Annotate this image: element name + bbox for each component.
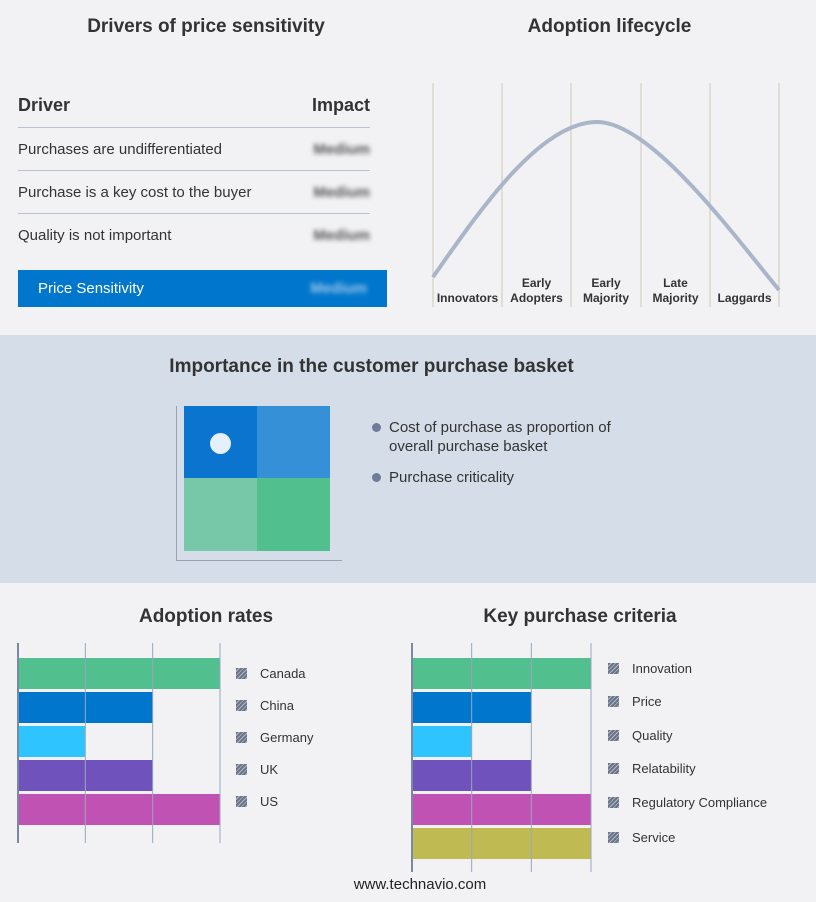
- legend-swatch-icon: [608, 763, 619, 774]
- legend-label: UK: [260, 762, 279, 777]
- driver-row: Purchase is a key cost to the buyer Mediu…: [18, 171, 370, 214]
- price-sensitivity-summary: Price Sensitivity Medium: [18, 270, 387, 307]
- legend-item: Cost of purchase as proportion of overal…: [389, 419, 611, 455]
- stage-label-line: Early: [521, 276, 552, 290]
- driver-impact: Medium: [313, 227, 370, 244]
- legend-label: Innovation: [632, 661, 692, 676]
- stage-label: Early Majority: [571, 276, 641, 306]
- col-impact: Impact: [311, 95, 370, 115]
- quadrant-tr: [257, 406, 330, 478]
- legend-label: Service: [632, 830, 676, 845]
- legend-item: China: [236, 698, 294, 713]
- bullet-icon: [372, 473, 381, 482]
- legend-swatch-icon: [236, 732, 247, 743]
- quadrant-br: [257, 478, 330, 551]
- stage-label-line: Early: [591, 276, 621, 290]
- bar-canada: [18, 658, 220, 689]
- basket-legend: Cost of purchase as proportion of overal…: [372, 418, 642, 487]
- legend-item: Canada: [236, 666, 306, 681]
- quadrant-bl: [184, 478, 257, 551]
- position-marker: [210, 433, 231, 454]
- drivers-header: Driver Impact: [18, 84, 370, 128]
- legend-label: Canada: [260, 666, 306, 681]
- legend-label: Price: [632, 694, 662, 709]
- adoption-rates-title: Adoption rates: [138, 606, 274, 627]
- legend-item: Purchase criticality: [389, 469, 515, 486]
- legend-item: Germany: [236, 730, 313, 745]
- legend-swatch-icon: [236, 796, 247, 807]
- legend-label: US: [260, 794, 279, 809]
- stage-label-line: Innovators: [436, 291, 499, 305]
- legend-label: Relatability: [632, 761, 696, 776]
- bar-us: [18, 794, 220, 825]
- stage-label-line: Majority: [582, 291, 629, 305]
- stage-label: Laggards: [710, 291, 779, 306]
- legend-item: Service: [608, 830, 675, 845]
- basket-section: [0, 335, 816, 583]
- bullet-icon: [372, 423, 381, 432]
- legend-item: UK: [236, 762, 278, 777]
- bar-service: [412, 828, 591, 859]
- bar-regulatory-compliance: [412, 794, 591, 825]
- driver-impact: Medium: [313, 183, 370, 201]
- legend-swatch-icon: [608, 797, 619, 808]
- legend-swatch-icon: [608, 696, 619, 707]
- summary-label: Price Sensitivity: [38, 280, 144, 297]
- lifecycle-title: Adoption lifecycle: [527, 16, 692, 37]
- legend-item: Quality: [608, 728, 672, 743]
- stage-label: Early Adopters: [502, 276, 571, 306]
- legend-swatch-icon: [608, 730, 619, 741]
- legend-swatch-icon: [236, 700, 247, 711]
- driver-row: Purchases are undifferentiated Medium: [18, 128, 370, 171]
- stage-label: Late Majority: [641, 276, 710, 306]
- legend-label: Quality: [632, 728, 673, 743]
- legend-item: Regulatory Compliance: [608, 795, 767, 810]
- stage-label-line: Adopters: [510, 291, 563, 305]
- legend-item: US: [236, 794, 278, 809]
- legend-item: Innovation: [608, 661, 692, 676]
- driver-name: Quality is not important: [18, 227, 172, 244]
- driver-name: Purchase is a key cost to the buyer: [18, 183, 252, 201]
- legend-swatch-icon: [608, 832, 619, 843]
- col-driver: Driver: [18, 95, 71, 115]
- footer-url: www.technavio.com: [353, 876, 487, 893]
- legend-item: Relatability: [608, 761, 696, 776]
- driver-impact: Medium: [313, 140, 370, 158]
- stage-label-line: Laggards: [717, 291, 772, 305]
- basket-title: Importance in the customer purchase bask…: [169, 356, 574, 377]
- legend-swatch-icon: [236, 764, 247, 775]
- stage-label-line: Late: [663, 276, 688, 290]
- driver-row: Quality is not important Medium: [18, 214, 370, 257]
- bar-innovation: [412, 658, 591, 689]
- stage-label-line: Majority: [652, 291, 699, 305]
- stage-label: Innovators: [433, 291, 502, 306]
- lifecycle-chart: [431, 83, 781, 307]
- kpc-title: Key purchase criteria: [483, 606, 677, 627]
- legend-label: China: [260, 698, 294, 713]
- summary-impact: Medium: [310, 280, 367, 297]
- legend-item: Price: [608, 694, 662, 709]
- legend-swatch-icon: [608, 663, 619, 674]
- adoption-curve: [431, 119, 781, 292]
- bar-germany: [18, 726, 86, 757]
- drivers-title: Drivers of price sensitivity: [87, 16, 325, 37]
- bar-quality: [412, 726, 472, 757]
- legend-swatch-icon: [236, 668, 247, 679]
- driver-name: Purchases are undifferentiated: [18, 140, 223, 158]
- legend-label: Germany: [260, 730, 314, 745]
- legend-label: Regulatory Compliance: [632, 795, 768, 810]
